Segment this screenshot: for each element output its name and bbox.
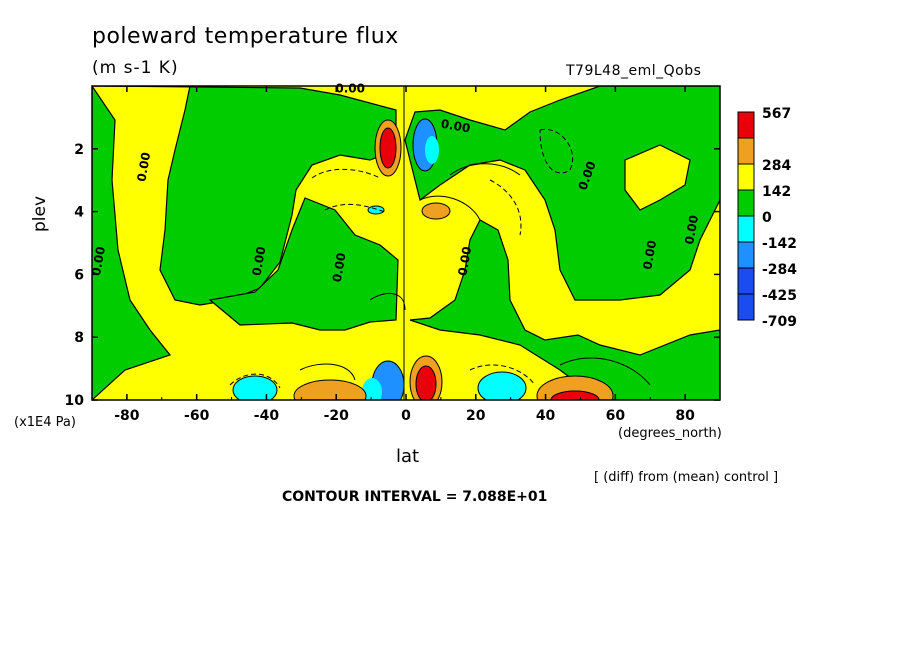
diff-subtitle: [ (diff) from (mean) control ]	[594, 470, 779, 485]
contour-zero-label: 0.00	[440, 117, 472, 136]
x-tick-label: 20	[466, 408, 486, 424]
y-tick-label: 2	[74, 142, 84, 158]
pos-contour-4	[559, 357, 651, 386]
y-tick-label: 8	[74, 330, 84, 346]
colorbar-swatch	[737, 241, 755, 269]
y-tick-label: 4	[74, 205, 84, 221]
pos-contour-1	[449, 163, 521, 176]
chart-units: (m s-1 K)	[92, 58, 179, 78]
colorbar-label: -142	[762, 236, 797, 252]
contour-zero-label: 0.00	[335, 81, 365, 95]
contour-interval: CONTOUR INTERVAL = 7.088E+01	[282, 489, 548, 505]
contour-zero-label: 0.00	[455, 245, 474, 277]
field-cyan-right	[477, 371, 527, 400]
x-tick-label: 0	[401, 408, 411, 424]
y-axis-units: (x1E4 Pa)	[14, 415, 76, 430]
contour-zero-label: 0.00	[330, 252, 349, 284]
positive-contours	[299, 163, 651, 386]
x-tick-label: 80	[675, 408, 695, 424]
negative-contours	[229, 128, 574, 389]
neg-contour-1	[311, 168, 381, 179]
x-tick-label: -60	[184, 408, 210, 424]
y-tick-label: 6	[74, 267, 84, 283]
field-green-nh	[404, 86, 720, 301]
field-green-mid-nh	[409, 219, 720, 400]
colorbar-swatch	[737, 267, 755, 295]
neg-contour-3	[489, 179, 522, 236]
colorbar-label: 0	[762, 210, 772, 226]
contour-zero-label: 0.00	[134, 151, 153, 183]
field-red-upper	[379, 127, 397, 169]
colorbar-swatch	[737, 189, 755, 217]
colorbar-swatch	[737, 215, 755, 243]
chart-title: poleward temperature flux	[92, 24, 399, 49]
contour-zero-label: 0.00	[250, 245, 269, 277]
pos-contour-2	[419, 195, 481, 221]
colorbar-label: -709	[762, 314, 797, 330]
x-tick-label: -20	[324, 408, 350, 424]
y-tick-label: 10	[65, 393, 85, 409]
colorbar-label: 567	[762, 106, 791, 122]
colorbar-label: -425	[762, 288, 797, 304]
field-yellow-nh-blob	[624, 144, 691, 211]
contour-zero-label: 0.00	[640, 239, 659, 271]
field-red-nh-bottom	[550, 390, 600, 400]
x-tick-label: -80	[114, 408, 140, 424]
field-cyan-mid	[367, 205, 385, 215]
field-cyan-lower	[362, 378, 382, 400]
field-layer	[92, 86, 720, 400]
contour-zero-label: 0.00	[682, 214, 701, 246]
x-tick-label: -40	[254, 408, 280, 424]
colorbar-swatch	[737, 111, 755, 139]
neg-contour-6	[469, 364, 536, 386]
run-label: T79L48_eml_Qobs	[566, 63, 702, 79]
x-axis-ticks: -80 -60 -40 -20 0 20 40 60 80	[91, 86, 721, 424]
contour-label-layer: 0.000.00 0.00 0.00 0.000.000.000.000.000.00	[89, 81, 701, 283]
field-orange-mid	[421, 202, 451, 220]
field-orange-sh-bottom	[293, 379, 367, 400]
colorbar-label: -284	[762, 262, 797, 278]
colorbar-swatch	[737, 293, 755, 321]
field-green-left	[92, 86, 172, 400]
x-tick-label: 60	[606, 408, 626, 424]
field-green-mid-sh	[208, 197, 399, 331]
x-axis-units: (degrees_north)	[618, 426, 722, 441]
x-axis-label: lat	[396, 446, 420, 467]
colorbar-label: 142	[762, 184, 791, 200]
neg-contour-4	[539, 128, 574, 174]
field-cyan-upper	[425, 136, 439, 164]
pos-contour-5	[299, 363, 356, 381]
y-axis-ticks: 2 4 6 8 10	[65, 142, 720, 409]
x-tick-label: 40	[536, 408, 556, 424]
colorbar-swatch	[737, 163, 755, 191]
colorbar: 567 284 142 0 -142 -284 -425 -709	[737, 106, 797, 330]
colorbar-label: 284	[762, 158, 791, 174]
contour-zero-label: 0.00	[89, 245, 108, 277]
colorbar-swatch	[737, 137, 755, 165]
field-red-lower	[415, 365, 437, 400]
neg-contour-5	[229, 373, 281, 389]
